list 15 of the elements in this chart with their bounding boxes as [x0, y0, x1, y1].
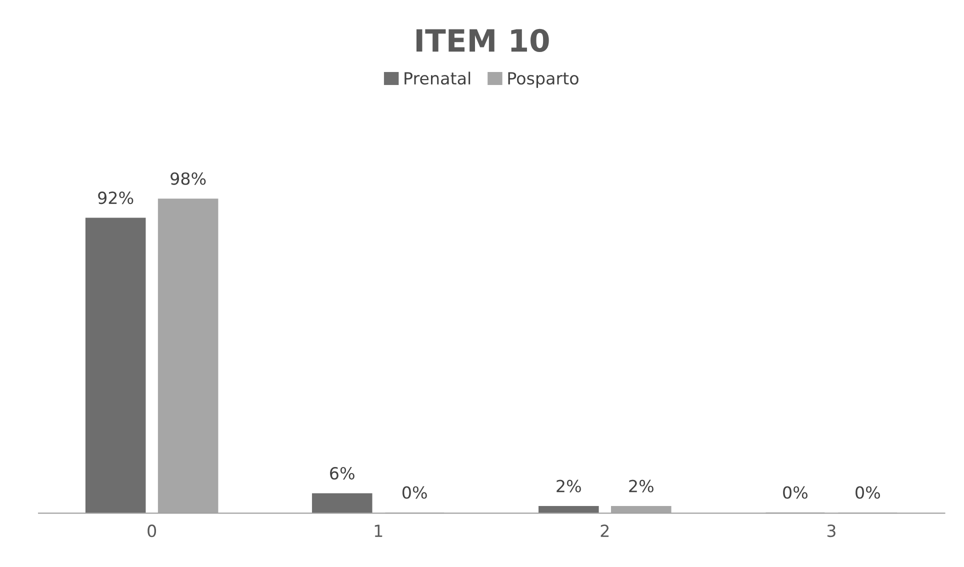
x-tick-label: 0: [148, 524, 156, 538]
x-tick-label: 3: [827, 524, 836, 538]
legend-label: Prenatal: [404, 72, 470, 85]
data-label: 0%: [856, 486, 880, 499]
data-label: 6%: [330, 466, 354, 480]
data-label: 0%: [402, 486, 427, 499]
chart-title: ITEM 10: [416, 28, 549, 52]
data-label: 2%: [629, 480, 654, 492]
legend-label: Posparto: [508, 72, 578, 88]
x-tick-label: 1: [374, 524, 382, 537]
x-tick-label: 2: [600, 524, 609, 537]
data-label: 92%: [98, 192, 134, 204]
data-label: 0%: [783, 486, 808, 499]
data-label: 2%: [556, 480, 581, 492]
data-label: 98%: [170, 172, 206, 185]
